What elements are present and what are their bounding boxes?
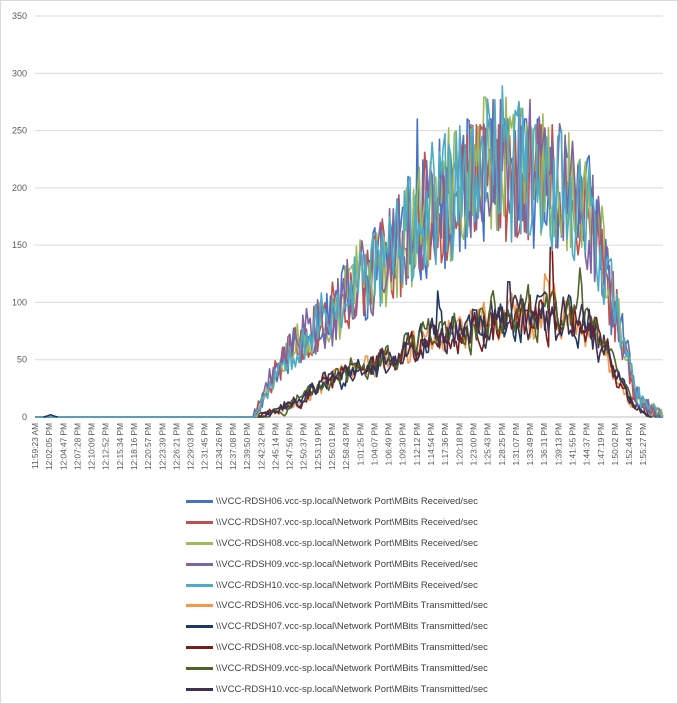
chart-legend: \\VCC-RDSH06.vcc-sp.local\Network Port\M… xyxy=(186,491,646,700)
x-tick-label: 1:33:49 PM xyxy=(525,423,535,466)
x-tick-label: 12:45:14 PM xyxy=(270,423,280,470)
series-line xyxy=(43,413,58,418)
legend-swatch xyxy=(186,667,213,671)
x-tick-label: 1:52:44 PM xyxy=(624,423,634,466)
legend-swatch xyxy=(186,687,213,691)
legend-label: \\VCC-RDSH09.vcc-sp.local\Network Port\M… xyxy=(216,558,478,570)
legend-label: \\VCC-RDSH07.vcc-sp.local\Network Port\M… xyxy=(216,621,488,633)
x-tick-label: 12:34:26 PM xyxy=(214,423,224,470)
x-tick-label: 12:53:19 PM xyxy=(313,423,323,470)
x-tick-label: 12:15:34 PM xyxy=(115,423,125,470)
y-tick-label: 50 xyxy=(17,355,27,365)
legend-item: \\VCC-RDSH06.vcc-sp.local\Network Port\M… xyxy=(186,491,646,512)
x-tick-label: 12:29:03 PM xyxy=(186,423,196,470)
legend-swatch xyxy=(186,625,213,629)
x-tick-label: 1:31:07 PM xyxy=(511,423,521,466)
legend-item: \\VCC-RDSH10.vcc-sp.local\Network Port\M… xyxy=(186,575,646,596)
x-tick-label: 12:04:47 PM xyxy=(58,423,68,470)
legend-swatch xyxy=(186,646,213,650)
x-tick-label: 12:07:28 PM xyxy=(72,423,82,470)
legend-label: \\VCC-RDSH10.vcc-sp.local\Network Port\M… xyxy=(216,683,488,695)
x-tick-label: 1:17:36 PM xyxy=(440,423,450,466)
legend-label: \\VCC-RDSH06.vcc-sp.local\Network Port\M… xyxy=(216,495,478,507)
x-tick-label: 1:25:43 PM xyxy=(483,423,493,466)
legend-label: \\VCC-RDSH06.vcc-sp.local\Network Port\M… xyxy=(216,600,488,612)
x-tick-label: 12:10:09 PM xyxy=(87,423,97,470)
x-tick-label: 1:12:12 PM xyxy=(412,423,422,466)
x-tick-label: 1:55:27 PM xyxy=(638,423,648,466)
x-tick-label: 1:44:37 PM xyxy=(582,423,592,466)
x-tick-label: 12:50:37 PM xyxy=(299,423,309,470)
x-tick-label: 1:01:25 PM xyxy=(355,423,365,466)
legend-label: \\VCC-RDSH08.vcc-sp.local\Network Port\M… xyxy=(216,537,478,549)
x-tick-label: 12:39:50 PM xyxy=(242,423,252,470)
x-tick-label: 1:50:02 PM xyxy=(610,423,620,466)
legend-item: \\VCC-RDSH09.vcc-sp.local\Network Port\M… xyxy=(186,658,646,679)
x-tick-label: 1:20:18 PM xyxy=(454,423,464,466)
legend-swatch xyxy=(186,541,213,545)
line-chart: 0 50 100 150 200 250 300 350 11:59:23 AM 12:02:05… xyxy=(12,11,664,470)
legend-label: \\VCC-RDSH09.vcc-sp.local\Network Port\M… xyxy=(216,663,488,675)
x-tick-label: 12:26:21 PM xyxy=(171,423,181,470)
legend-item: \\VCC-RDSH09.vcc-sp.local\Network Port\M… xyxy=(186,554,646,575)
x-tick-label: 12:02:05 PM xyxy=(44,423,54,470)
legend-item: \\VCC-RDSH08.vcc-sp.local\Network Port\M… xyxy=(186,533,646,554)
series-line xyxy=(35,85,663,418)
x-tick-label: 1:23:00 PM xyxy=(468,423,478,466)
x-tick-label: 1:09:30 PM xyxy=(398,423,408,466)
x-tick-label: 1:06:49 PM xyxy=(384,423,394,466)
x-tick-label: 12:42:32 PM xyxy=(256,423,266,470)
x-tick-label: 12:18:16 PM xyxy=(129,423,139,470)
x-tick-label: 1:14:54 PM xyxy=(426,423,436,466)
x-tick-label: 12:20:57 PM xyxy=(143,423,153,470)
x-tick-label: 12:58:43 PM xyxy=(341,423,351,470)
x-tick-label: 12:56:01 PM xyxy=(327,423,337,470)
legend-swatch xyxy=(186,562,213,566)
legend-label: \\VCC-RDSH07.vcc-sp.local\Network Port\M… xyxy=(216,516,478,528)
legend-swatch xyxy=(186,604,213,608)
x-tick-label: 1:36:31 PM xyxy=(539,423,549,466)
legend-swatch xyxy=(186,583,213,587)
legend-label: \\VCC-RDSH08.vcc-sp.local\Network Port\M… xyxy=(216,642,488,654)
x-tick-label: 1:04:07 PM xyxy=(369,423,379,466)
x-tick-label: 11:59:23 AM xyxy=(30,423,40,469)
legend-label: \\VCC-RDSH10.vcc-sp.local\Network Port\M… xyxy=(216,579,478,591)
x-tick-label: 12:37:08 PM xyxy=(228,423,238,470)
y-tick-label: 200 xyxy=(12,183,27,193)
y-tick-label: 150 xyxy=(12,240,27,250)
legend-item: \\VCC-RDSH07.vcc-sp.local\Network Port\M… xyxy=(186,616,646,637)
x-tick-label: 12:47:56 PM xyxy=(285,423,295,470)
y-tick-label: 300 xyxy=(12,68,27,78)
x-tick-label: 1:39:13 PM xyxy=(553,423,563,466)
legend-item: \\VCC-RDSH07.vcc-sp.local\Network Port\M… xyxy=(186,512,646,533)
legend-item: \\VCC-RDSH06.vcc-sp.local\Network Port\M… xyxy=(186,595,646,616)
x-tick-label: 12:23:39 PM xyxy=(157,423,167,470)
legend-swatch xyxy=(186,520,213,524)
legend-item: \\VCC-RDSH08.vcc-sp.local\Network Port\M… xyxy=(186,637,646,658)
y-tick-label: 0 xyxy=(22,412,27,422)
x-tick-label: 12:31:45 PM xyxy=(200,423,210,470)
legend-swatch xyxy=(186,499,213,503)
x-tick-label: 12:12:52 PM xyxy=(101,423,111,470)
x-tick-label: 1:41:55 PM xyxy=(567,423,577,466)
x-tick-label: 1:28:25 PM xyxy=(497,423,507,466)
y-tick-label: 100 xyxy=(12,297,27,307)
y-tick-label: 350 xyxy=(12,11,27,21)
x-tick-label: 1:47:19 PM xyxy=(596,423,606,466)
legend-item: \\VCC-RDSH10.vcc-sp.local\Network Port\M… xyxy=(186,679,646,700)
y-tick-label: 250 xyxy=(12,126,27,136)
